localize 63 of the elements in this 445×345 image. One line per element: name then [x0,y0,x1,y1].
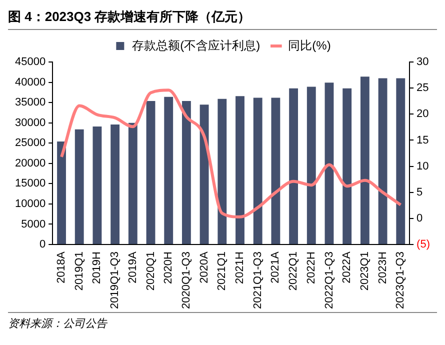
bar [128,122,138,244]
y2-tick-label: 15 [416,134,429,146]
x-tick-label: 2021Q1 [216,252,228,291]
chart-title: 图 4：2023Q3 存款增速有所下降（亿元） [8,8,437,30]
bar [289,88,298,244]
y-tick-label: 10000 [14,198,46,210]
bar [218,98,227,244]
y2-tick-label: (5) [416,238,430,251]
y2-tick-label: 30 [416,56,429,68]
bar [200,104,209,244]
bar [360,76,370,244]
x-tick-label: 2019A [126,250,139,284]
line-series [60,88,402,218]
x-tick-label: 2018A [56,250,68,284]
y2-tick-label: 10 [416,160,429,172]
bar [146,100,156,244]
x-tick-label: 2021H [234,251,246,284]
x-tick-label: 2019Q1-Q3 [109,252,122,310]
bar [342,88,352,244]
x-tick-label: 2022A [341,250,354,284]
bar [182,100,191,244]
bar [236,96,244,244]
bar [306,86,316,244]
y-tick-label: 20000 [14,157,46,170]
bar [396,78,406,244]
bar [57,141,66,244]
x-tick-label: 2022Q1 [288,252,300,291]
legend-label: 存款总额(不含应计利息) [132,38,260,52]
y2-tick-label: 20 [416,108,429,120]
y-tick-label: 35000 [14,96,46,109]
x-tick-label: 2023Q1 [358,252,371,291]
x-tick-label: 2019H [91,251,104,284]
y-tick-label: 45000 [14,56,46,68]
y-tick-label: 0 [39,238,46,251]
x-tick-label: 2020H [162,251,175,284]
bar [271,98,280,244]
legend-label: 同比(%) [288,38,331,52]
y-tick-label: 40000 [14,76,46,88]
y-tick-label: 15000 [14,178,46,190]
text: 资料来源：公司公告 [8,312,437,331]
bar [92,126,102,244]
bar [110,124,120,244]
y2-tick-label: 0 [416,212,423,224]
x-tick-label: 2019Q1 [73,252,86,291]
x-tick-label: 2023H [376,251,389,284]
x-tick-label: 2022Q1-Q3 [323,252,336,310]
x-tick-label: 2023Q1-Q3 [394,252,407,310]
y-tick-label: 25000 [14,137,46,150]
x-tick-label: 2021Q1-Q3 [252,252,264,310]
x-tick-label: 2021A [270,250,282,284]
y2-tick-label: 25 [416,82,429,94]
y2-tick-label: 5 [416,186,423,198]
x-tick-label: 2020Q1-Q3 [180,252,192,310]
x-tick-label: 2022H [305,251,318,284]
bar [253,98,262,244]
bar [74,129,84,244]
x-tick-label: 2020Q1 [144,252,157,291]
y-tick-label: 5000 [21,218,46,230]
bar [324,82,334,244]
bar [378,78,388,244]
x-tick-label: 2020A [198,250,210,284]
y-tick-label: 30000 [14,116,46,129]
bar [164,96,174,244]
